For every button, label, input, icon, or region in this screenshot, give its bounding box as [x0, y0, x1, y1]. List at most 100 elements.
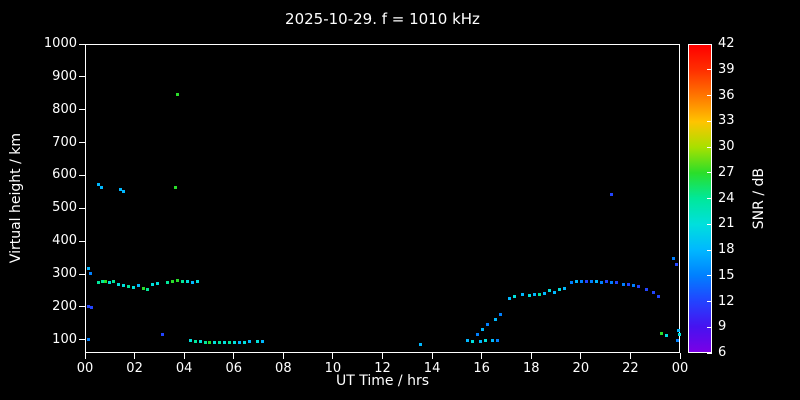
data-point: [678, 333, 682, 337]
data-point: [496, 338, 500, 342]
data-point: [498, 313, 502, 317]
y-tick-label: 200: [52, 298, 77, 314]
y-tick: [79, 174, 85, 176]
colorbar-tick-label: 42: [718, 36, 735, 51]
colorbar-tick-label: 21: [718, 216, 735, 232]
data-point: [141, 287, 145, 291]
data-point: [590, 279, 594, 283]
data-point: [553, 290, 557, 294]
data-point: [99, 186, 103, 190]
x-tick-label: 00: [76, 361, 94, 376]
y-tick: [79, 43, 85, 45]
data-point: [248, 340, 252, 344]
data-point: [659, 332, 663, 336]
x-axis-label: UT Time / hrs: [335, 373, 430, 389]
data-point: [151, 283, 155, 287]
colorbar-tick: [707, 172, 712, 174]
data-point: [637, 284, 641, 288]
x-tick: [629, 353, 631, 359]
data-point: [466, 339, 470, 343]
colorbar-tick: [707, 43, 712, 45]
data-point: [600, 280, 604, 284]
data-point: [122, 190, 126, 194]
data-point: [644, 288, 648, 292]
colorbar-tick-label: 9: [718, 319, 727, 335]
data-point: [471, 340, 475, 344]
data-point: [605, 280, 609, 284]
colorbar-tick: [707, 146, 712, 148]
data-point: [615, 281, 619, 285]
data-point: [481, 327, 485, 331]
data-point: [188, 339, 192, 343]
data-point: [88, 271, 92, 275]
data-point: [119, 188, 123, 192]
data-point: [111, 280, 115, 284]
data-point: [131, 286, 135, 290]
data-point: [508, 296, 512, 300]
data-point: [108, 280, 112, 284]
data-point: [126, 285, 130, 289]
data-point: [166, 280, 170, 284]
data-point: [146, 288, 150, 292]
colorbar-tick: [707, 95, 712, 96]
data-point: [533, 292, 537, 296]
data-point: [213, 340, 217, 344]
data-point: [156, 282, 160, 286]
y-tick: [79, 109, 85, 111]
colorbar-tick: [707, 69, 712, 71]
x-tick: [282, 353, 284, 359]
data-point: [513, 294, 517, 298]
data-point: [171, 279, 175, 283]
data-point: [672, 257, 676, 261]
data-point: [223, 340, 227, 344]
x-tick-label: 00: [671, 361, 689, 376]
data-point: [136, 284, 140, 288]
y-tick: [79, 273, 85, 275]
data-point: [595, 280, 599, 284]
data-point: [174, 186, 178, 190]
data-point: [203, 340, 207, 344]
data-point: [419, 343, 423, 347]
data-point: [208, 340, 212, 344]
data-point: [570, 280, 574, 284]
data-point: [483, 339, 487, 343]
colorbar-tick-label: 18: [718, 242, 735, 257]
data-point: [548, 289, 552, 293]
data-point: [243, 340, 247, 344]
data-point: [486, 322, 490, 326]
data-point: [627, 283, 631, 287]
data-point: [575, 280, 579, 284]
x-tick-label: 18: [522, 361, 540, 376]
x-tick-label: 02: [126, 361, 143, 376]
data-point: [87, 338, 91, 342]
data-point: [538, 293, 542, 297]
data-point: [562, 286, 566, 290]
y-tick-label: 1000: [43, 36, 77, 51]
x-tick: [481, 353, 483, 359]
y-tick: [79, 142, 85, 144]
x-tick: [84, 353, 86, 359]
data-point: [238, 340, 242, 344]
data-point: [260, 340, 264, 344]
data-point: [193, 340, 197, 343]
plot-area: [85, 44, 682, 353]
data-point: [255, 340, 259, 343]
y-tick-label: 500: [52, 200, 77, 216]
colorbar-tick-label: 27: [718, 164, 735, 180]
x-tick-label: 10: [324, 361, 342, 376]
colorbar-tick-label: 24: [718, 190, 735, 206]
data-point: [176, 92, 180, 96]
data-point: [664, 334, 668, 338]
x-tick-label: 16: [473, 361, 490, 376]
data-point: [632, 284, 636, 288]
data-point: [528, 293, 532, 297]
data-point: [610, 193, 614, 197]
x-tick: [431, 353, 433, 359]
colorbar-tick-label: 33: [718, 113, 735, 129]
data-point: [186, 280, 190, 284]
data-point: [176, 278, 180, 282]
y-tick-label: 600: [52, 167, 77, 183]
x-tick: [134, 353, 136, 359]
colorbar-tick: [707, 352, 712, 354]
